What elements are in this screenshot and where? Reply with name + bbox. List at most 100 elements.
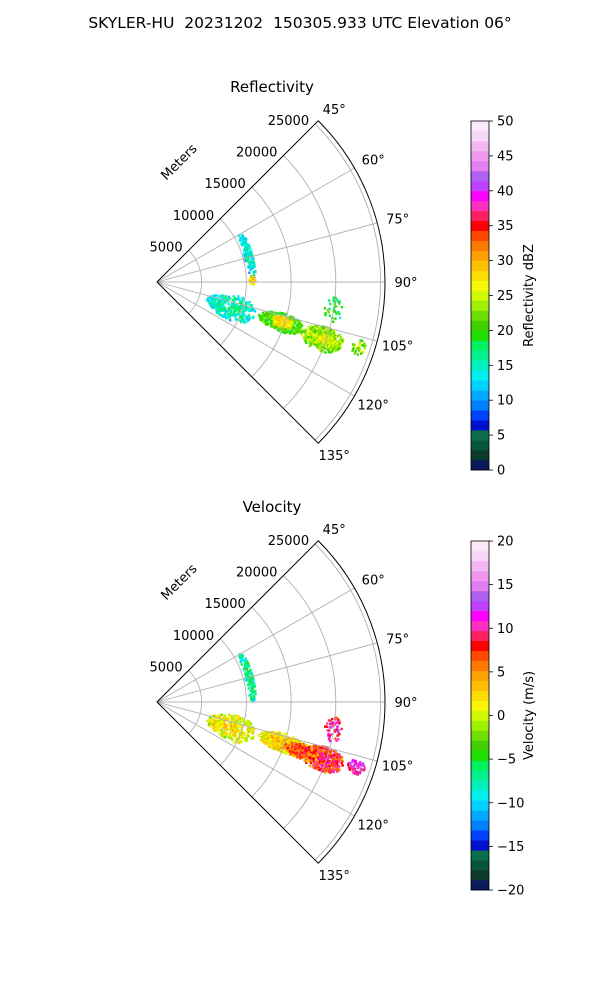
echo-gate <box>320 330 323 333</box>
echo-gate <box>292 325 296 328</box>
echo-gate <box>240 736 243 739</box>
echo-gate <box>315 765 318 769</box>
colorbar-segment <box>471 340 489 351</box>
echo-gate <box>244 739 247 742</box>
echo-gate <box>328 335 331 338</box>
echo-gate <box>214 306 218 310</box>
echo-gate <box>252 257 255 261</box>
echo-gate <box>294 751 298 754</box>
echo-gate <box>324 767 327 770</box>
echo-gate <box>331 336 334 339</box>
echo-gate <box>239 654 243 657</box>
echo-gate <box>227 735 230 739</box>
echo-gate <box>355 772 358 776</box>
echo-gate <box>311 750 314 753</box>
echo-gate <box>257 734 261 738</box>
echo-gate <box>313 327 316 331</box>
echo-gate <box>250 685 253 689</box>
colorbar-segment <box>471 650 489 662</box>
echo-gate <box>336 768 340 771</box>
azimuth-tick-label: 90° <box>394 696 417 711</box>
echo-gate <box>250 267 254 270</box>
colorbar-segment <box>471 640 489 652</box>
echo-gate <box>308 748 311 751</box>
echo-gate <box>357 345 361 348</box>
echo-gate <box>335 752 338 756</box>
echo-gate <box>337 738 340 741</box>
echo-gate <box>208 302 211 305</box>
echo-gate <box>323 751 326 754</box>
colorbar-tick-label: 15 <box>497 359 514 374</box>
echo-gate <box>335 768 338 771</box>
echo-gate <box>297 320 300 323</box>
echo-gate <box>336 734 339 737</box>
echo-gate <box>321 766 324 769</box>
echo-gate <box>221 305 225 308</box>
echo-gate <box>214 726 218 730</box>
echo-gate <box>252 735 255 739</box>
echo-gate <box>328 344 331 347</box>
echo-gate <box>325 764 328 767</box>
echo-gate <box>334 337 337 341</box>
echo-gate <box>225 728 228 731</box>
echo-gate <box>317 330 320 334</box>
echo-gate <box>335 346 339 349</box>
echo-gate <box>291 327 295 330</box>
echo-gate <box>242 315 245 318</box>
colorbar-segment <box>471 420 489 431</box>
echo-gate <box>220 713 223 716</box>
echo-gate <box>289 320 292 324</box>
echo-gate <box>321 761 324 764</box>
echo-gate <box>287 744 290 747</box>
echo-gate <box>319 328 322 331</box>
echo-gate <box>218 716 221 719</box>
echo-gate <box>333 343 337 346</box>
echo-gate <box>252 308 256 312</box>
echo-gate <box>250 673 254 676</box>
echo-gate <box>240 236 243 239</box>
echo-gate <box>290 325 294 329</box>
echo-gate <box>304 746 307 749</box>
echo-gate <box>334 345 337 349</box>
echo-gate <box>305 328 308 331</box>
echo-gate <box>331 346 334 349</box>
radial-tick-label: 5000 <box>150 240 183 255</box>
echo-gate <box>230 729 233 732</box>
echo-gate <box>247 319 250 322</box>
echo-gate <box>234 731 237 734</box>
echo-gate <box>293 326 297 330</box>
echo-gate <box>244 252 247 255</box>
echo-gate <box>355 346 358 349</box>
colorbar-segment <box>471 870 489 881</box>
echo-gate <box>316 333 319 336</box>
echo-gate <box>325 343 328 346</box>
echo-gate <box>309 328 313 331</box>
echo-gate <box>228 737 231 740</box>
echo-gate <box>314 748 317 751</box>
echo-gate <box>285 752 288 755</box>
echo-gate <box>233 741 236 744</box>
echo-gate <box>314 343 317 346</box>
echo-gate <box>335 758 338 761</box>
echo-gate <box>245 739 249 742</box>
colorbar-segment <box>471 790 489 801</box>
echo-gate <box>217 311 220 314</box>
echo-gate <box>318 756 321 759</box>
echo-gate <box>319 746 323 749</box>
echo-gate <box>327 337 330 340</box>
echo-gate <box>312 339 315 342</box>
echo-gate <box>322 327 326 330</box>
echo-gate <box>246 260 249 263</box>
echo-gate <box>304 330 307 333</box>
echo-gate <box>249 689 252 692</box>
echo-gate <box>266 316 270 319</box>
echo-gate <box>210 302 213 305</box>
echo-gate <box>308 757 312 761</box>
echo-gate <box>334 765 337 769</box>
echo-gate <box>243 737 246 740</box>
echo-gate <box>262 315 265 318</box>
echo-gate <box>290 328 293 331</box>
echo-gate <box>241 718 244 721</box>
echo-gate <box>325 758 328 762</box>
echo-gate <box>313 765 316 768</box>
